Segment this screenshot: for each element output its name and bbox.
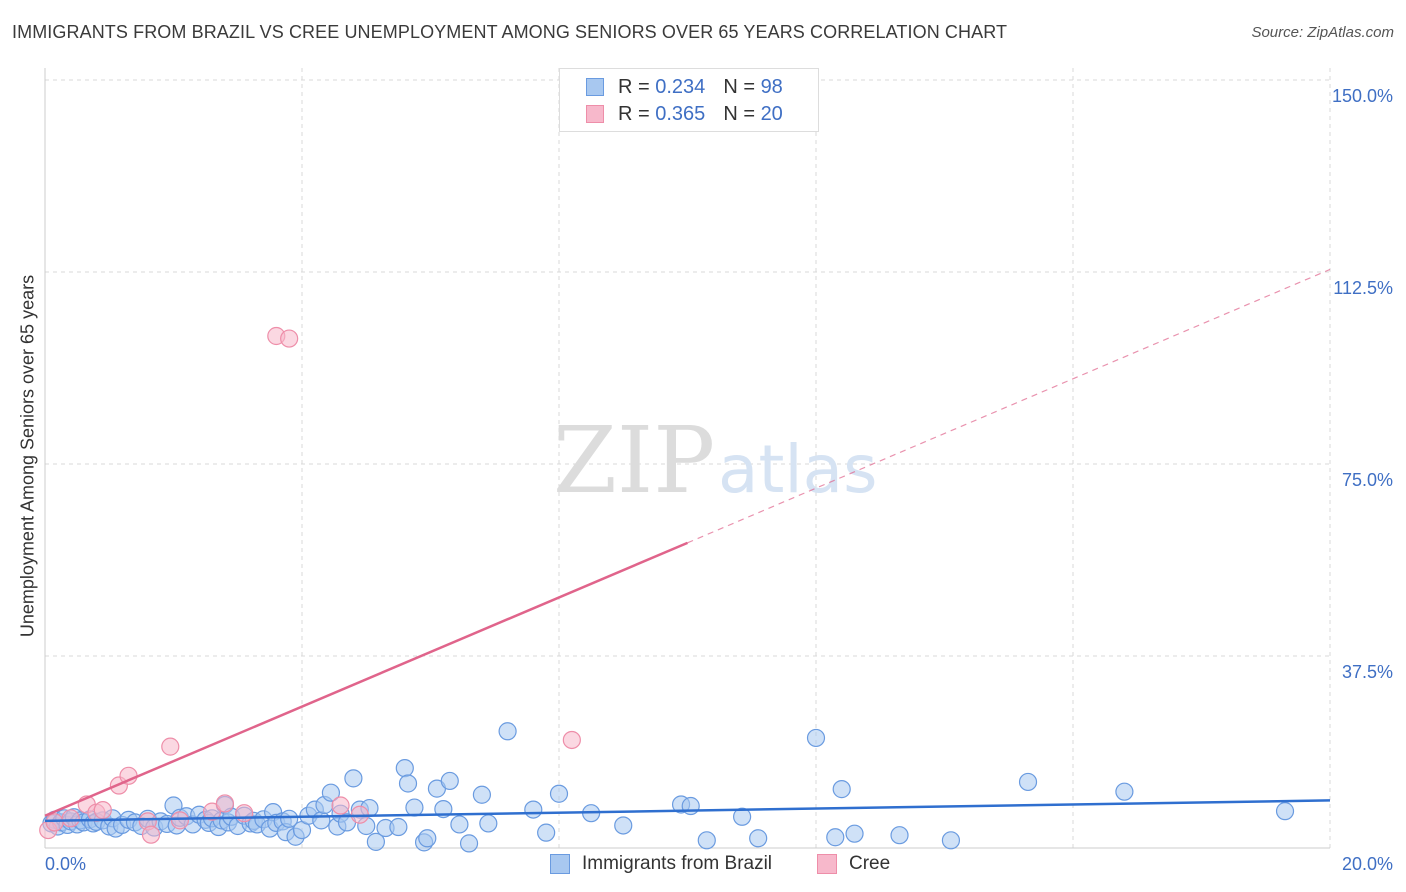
brazil-point — [614, 816, 633, 835]
brazil-point — [733, 807, 752, 826]
data-points — [39, 326, 1295, 853]
cree-point — [170, 811, 190, 830]
brazil-point — [312, 811, 331, 830]
brazil-point — [524, 800, 543, 819]
y-tick-label: 75.0% — [1342, 470, 1393, 490]
cree-point — [202, 802, 222, 821]
legend-row-cree: R = 0.365 N = 20 — [586, 102, 783, 126]
y-tick-label: 37.5% — [1342, 662, 1393, 682]
x-tick-label: 20.0% — [1342, 854, 1393, 874]
brazil-point — [1018, 772, 1038, 792]
brazil-point — [450, 815, 469, 834]
cree-point — [215, 794, 234, 813]
legend-n-label: N = — [723, 102, 755, 125]
brazil-point — [280, 809, 299, 828]
cree-point — [331, 796, 350, 815]
brazil-point — [941, 831, 961, 850]
bottom-legend-label-cree: Cree — [849, 853, 891, 874]
cree-point — [235, 804, 254, 823]
brazil-point — [749, 829, 768, 848]
watermark-atlas: atlas — [718, 431, 878, 508]
legend-r-value-brazil: 0.234 — [655, 75, 706, 98]
brazil-point — [826, 828, 845, 847]
brazil-point — [418, 829, 437, 848]
brazil-point — [344, 769, 363, 788]
brazil-point — [845, 824, 864, 843]
brazil-point — [321, 783, 341, 802]
brazil-point — [681, 796, 700, 816]
brazil-point — [366, 832, 385, 851]
legend-n-value-brazil: 98 — [760, 75, 783, 98]
legend: R = 0.234 N = 98 R = 0.365 N = 20 — [559, 68, 819, 132]
cree-point — [280, 329, 299, 348]
brazil-point — [398, 774, 418, 793]
brazil-point — [472, 785, 491, 804]
legend-swatch-brazil — [586, 78, 604, 96]
brazil-point — [479, 814, 498, 833]
cree-point — [562, 730, 581, 750]
brazil-point — [1275, 802, 1295, 821]
brazil-point — [440, 771, 459, 791]
brazil-point — [498, 722, 517, 741]
brazil-point — [1115, 782, 1134, 801]
chart-source: Source: ZipAtlas.com — [1251, 24, 1394, 41]
brazil-point — [832, 780, 851, 799]
watermark: ZIP atlas — [553, 407, 878, 514]
brazil-point — [806, 728, 826, 748]
bottom-legend-label-brazil: Immigrants from Brazil — [582, 853, 773, 874]
brazil-point — [549, 784, 569, 803]
y-tick-label: 112.5% — [1333, 278, 1393, 298]
legend-row-brazil: R = 0.234 N = 98 — [586, 75, 783, 99]
cree-trend-line — [44, 541, 688, 817]
cree-point — [141, 825, 161, 844]
trend-lines — [44, 268, 1331, 823]
brazil-point — [405, 798, 424, 817]
legend-r-value-cree: 0.365 — [655, 102, 706, 125]
bottom-legend-swatch-brazil — [550, 854, 570, 874]
bottom-legend-swatch-cree — [817, 854, 837, 874]
brazil-point — [459, 834, 479, 853]
brazil-point — [389, 817, 408, 837]
y-axis-title: Unemployment Among Seniors over 65 years — [17, 274, 38, 638]
bottom-legend-brazil: Immigrants from Brazil — [550, 852, 772, 876]
chart-title: IMMIGRANTS FROM BRAZIL VS CREE UNEMPLOYM… — [12, 22, 1008, 42]
cree-point — [161, 737, 180, 756]
legend-r-label: R = — [618, 75, 650, 98]
brazil-point — [697, 831, 716, 850]
legend-n-value-cree: 20 — [760, 102, 783, 125]
brazil-trend-line — [44, 799, 1331, 823]
brazil-point — [537, 823, 556, 842]
y-tick-label: 150.0% — [1332, 86, 1393, 106]
x-tick-label: 0.0% — [45, 854, 86, 874]
brazil-point — [890, 826, 909, 845]
bottom-legend-cree: Cree — [817, 852, 890, 876]
x-tick-labels: 0.0% 20.0% — [45, 854, 1393, 874]
cree-point — [45, 813, 64, 832]
watermark-zip: ZIP — [553, 407, 715, 514]
legend-swatch-cree — [586, 105, 604, 123]
legend-r-label: R = — [618, 102, 650, 125]
cree-trend-extension — [687, 268, 1331, 544]
y-tick-labels: 37.5% 75.0% 112.5% 150.0% — [1332, 86, 1393, 682]
cree-point — [61, 809, 80, 828]
legend-n-label: N = — [723, 75, 755, 98]
brazil-point — [395, 759, 414, 778]
cree-point — [93, 801, 112, 820]
